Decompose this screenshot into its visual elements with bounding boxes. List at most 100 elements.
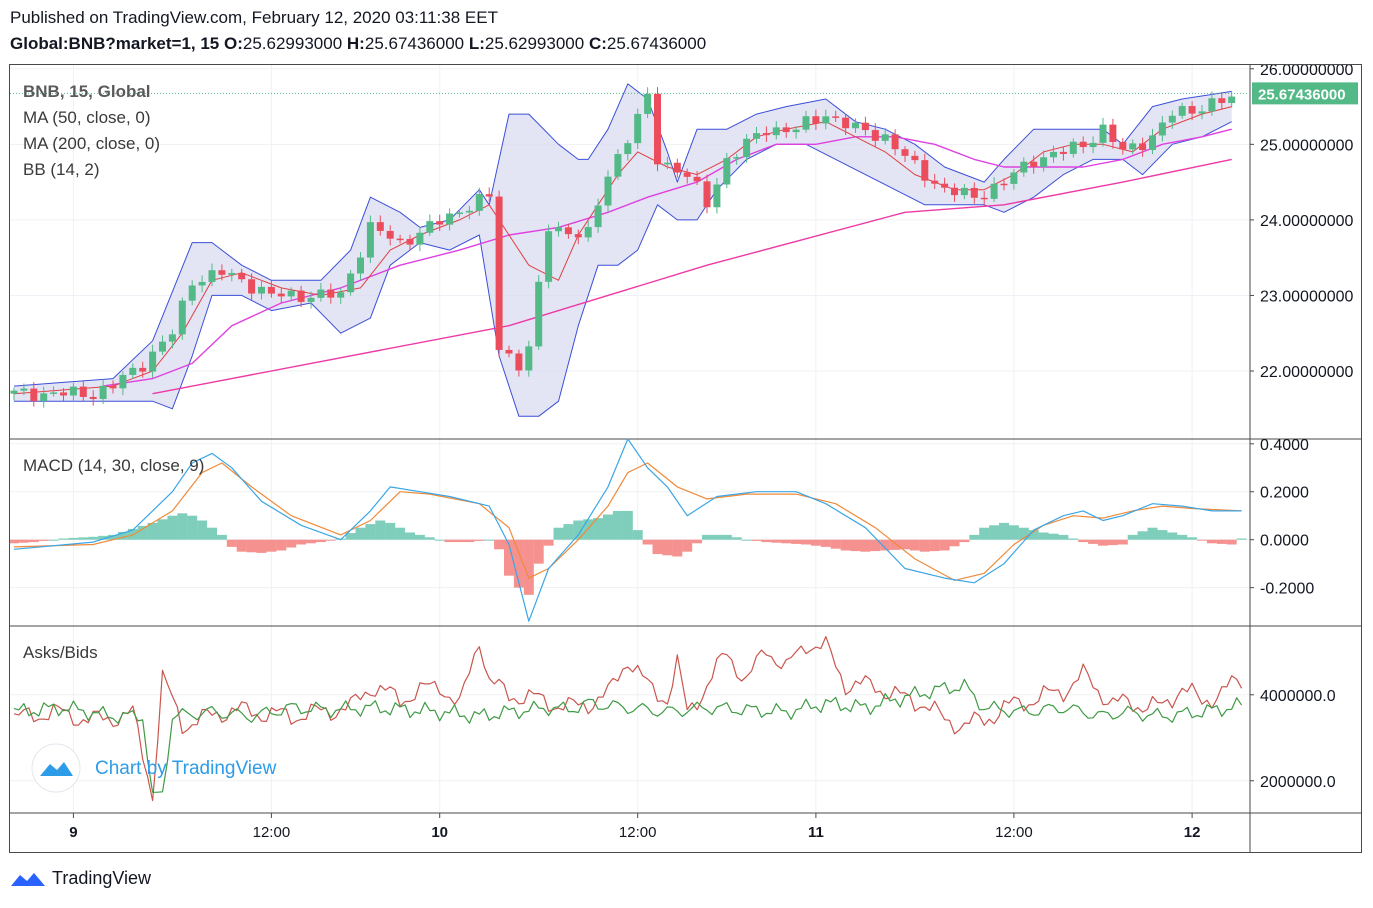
bids-line — [13, 678, 1243, 793]
candle-body — [149, 351, 157, 372]
candle-body — [456, 212, 463, 215]
candle-body — [20, 388, 28, 391]
macd-tick-label: 0.2000 — [1260, 485, 1309, 502]
macd-histogram-bar — [900, 539, 910, 550]
macd-histogram-bar — [1117, 539, 1128, 545]
candle-body — [852, 122, 859, 129]
macd-histogram-bar — [236, 539, 247, 552]
high-value: 25.67436000 — [364, 34, 465, 53]
macd-histogram-bar — [721, 534, 732, 540]
time-tick-label: 10 — [431, 824, 448, 841]
macd-histogram-bar — [672, 539, 683, 557]
candle-body — [376, 222, 384, 231]
candle-body — [1168, 115, 1176, 123]
candle-body — [901, 149, 909, 156]
bollinger-upper-line — [13, 83, 1232, 387]
time-tick-label: 12:00 — [619, 824, 657, 841]
candle-body — [693, 176, 701, 182]
price-tick-label: 26.00000000 — [1260, 65, 1354, 79]
candle-body — [812, 116, 820, 124]
candle-body — [1178, 106, 1186, 116]
candle-body — [654, 93, 661, 165]
macd-tick-label: 0.0000 — [1260, 533, 1309, 550]
tradingview-logo-icon — [11, 872, 45, 886]
macd-line — [13, 438, 1242, 622]
candle-body — [1109, 124, 1117, 142]
candle-body — [277, 293, 285, 297]
candle-body — [109, 385, 117, 389]
chart-frame[interactable]: 25.67436000 26.00000000 25.00000000 24.0000… — [9, 64, 1362, 853]
candle-body — [1158, 122, 1166, 136]
candle-body — [69, 386, 77, 396]
macd-histogram-bar — [177, 513, 188, 540]
candle-body — [802, 116, 810, 130]
macd-histogram-bar — [1177, 534, 1188, 540]
ma200-line — [152, 158, 1232, 395]
candle-body — [871, 130, 879, 141]
symbol-ohlc: Global:BNB?market=1, 15 O:25.62993000 H:… — [10, 34, 706, 54]
macd-histogram-bar — [147, 522, 158, 540]
candle-body — [1069, 141, 1077, 154]
candle-body — [99, 385, 107, 399]
candle-body — [723, 158, 731, 185]
candle-body — [258, 286, 265, 294]
candle-body — [1188, 106, 1196, 114]
macd-histogram-bar — [197, 520, 208, 540]
candle-body — [931, 180, 939, 184]
close-value: 25.67436000 — [606, 34, 707, 53]
macd-histogram-bar — [1058, 534, 1069, 540]
candle-body — [1050, 151, 1057, 158]
macd-tick-label: 0.4000 — [1260, 437, 1309, 454]
open-value: 25.62993000 — [242, 34, 343, 53]
macd-histogram-bar — [325, 539, 336, 541]
macd-histogram-bar — [860, 539, 871, 552]
macd-histogram-bar — [1068, 538, 1079, 540]
candle-body — [921, 160, 929, 181]
published-info: Published on TradingView.com, February 1… — [10, 8, 498, 27]
macd-histogram-bar — [563, 524, 574, 540]
candle-body — [208, 270, 216, 282]
close-label: C: — [588, 34, 607, 53]
macd-histogram-bar — [444, 539, 455, 543]
candle-body — [228, 272, 236, 275]
macd-histogram-bar — [949, 539, 960, 547]
macd-histogram-bar — [662, 539, 673, 556]
candle-body — [406, 239, 414, 245]
candle-body — [446, 213, 454, 225]
time-tick-label: 12:00 — [995, 824, 1033, 841]
macd-histogram-bar — [1028, 530, 1039, 540]
macd-histogram-bar — [1137, 531, 1148, 540]
macd-histogram-bar — [1038, 532, 1049, 540]
candle-body — [357, 257, 364, 274]
price-tick-label: 24.00000000 — [1260, 213, 1354, 230]
candle-body — [475, 194, 483, 211]
macd-histogram-bar — [919, 539, 930, 552]
macd-histogram-bar — [117, 531, 128, 540]
last-price-label: 25.67436000 — [1258, 86, 1346, 103]
tradingview-logo-icon — [40, 762, 73, 776]
macd-histogram-bar — [533, 539, 544, 564]
time-tick-label: 11 — [808, 824, 824, 841]
candle-body — [267, 286, 275, 294]
candle-body — [1198, 111, 1206, 114]
candle-body — [337, 292, 345, 298]
macd-histogram-bar — [969, 534, 980, 540]
candle-body — [1149, 135, 1156, 151]
candle-body — [297, 290, 305, 302]
macd-histogram-bar — [731, 537, 742, 540]
macd-histogram-bar — [1197, 539, 1207, 541]
macd-histogram-bar — [791, 539, 802, 544]
price-legend-3: BB (14, 2) — [23, 160, 100, 179]
candle-body — [624, 143, 632, 155]
candle-body — [574, 234, 582, 238]
chart-canvas[interactable]: 25.67436000 26.00000000 25.00000000 24.0000… — [10, 65, 1361, 852]
macd-histogram-bar — [464, 539, 475, 543]
macd-histogram-bar — [1216, 539, 1227, 544]
macd-histogram-bar — [1048, 533, 1059, 540]
price-legend-2: MA (200, close, 0) — [23, 134, 160, 153]
macd-histogram-bar — [355, 527, 366, 540]
macd-histogram-bar — [850, 539, 861, 552]
candle-body — [10, 390, 18, 394]
candle-body — [861, 122, 869, 131]
candle-body — [941, 183, 949, 188]
